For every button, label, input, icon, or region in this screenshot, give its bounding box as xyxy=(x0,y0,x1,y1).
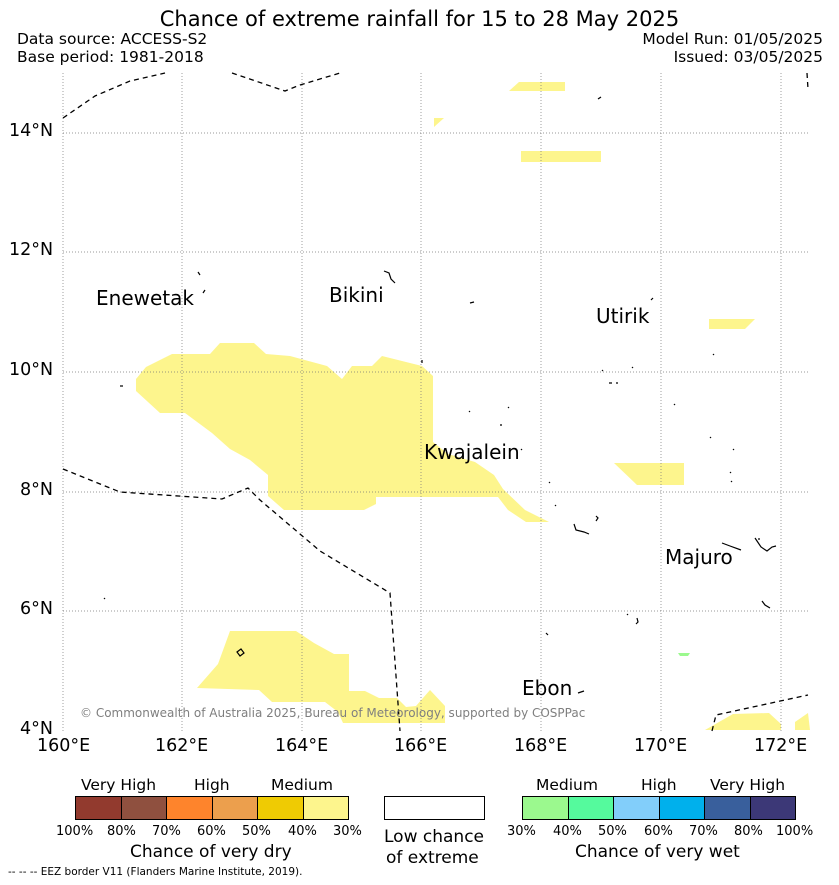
wet-level-high: High xyxy=(641,776,677,794)
wet-level-very-high: Very High xyxy=(710,776,786,794)
dry-tick: 70% xyxy=(152,824,181,839)
lat-label-14n: 14°N xyxy=(9,121,54,141)
wet-tick: 30% xyxy=(507,824,536,839)
dry-colorbar xyxy=(75,796,349,820)
dry-tick: 50% xyxy=(242,824,271,839)
wet-swatch-30-40 xyxy=(523,797,569,819)
dry-region-southeast xyxy=(705,713,781,730)
place-ebon: Ebon xyxy=(522,676,573,700)
wet-swatch-50-60 xyxy=(614,797,660,819)
place-enewetak: Enewetak xyxy=(96,286,194,310)
place-kwajalein: Kwajalein xyxy=(424,440,520,464)
wet-legend-title: Chance of very wet xyxy=(575,842,740,862)
dry-region-se-edge xyxy=(795,713,810,730)
medium-dry-regions xyxy=(136,82,810,730)
wet-tick: 60% xyxy=(644,824,673,839)
lon-label-166e: 166°E xyxy=(394,736,448,756)
wet-swatch-60-70 xyxy=(659,797,705,819)
wet-tick: 50% xyxy=(598,824,627,839)
dry-swatch-50-40 xyxy=(258,797,304,819)
dry-region-north-2 xyxy=(521,151,601,162)
dry-swatch-60-50 xyxy=(212,797,258,819)
dry-tick: 80% xyxy=(107,824,136,839)
map-title: Chance of extreme rainfall for 15 to 28 … xyxy=(159,7,680,31)
dry-swatch-100-80 xyxy=(76,797,122,819)
dry-swatch-70-60 xyxy=(167,797,213,819)
dry-level-medium: Medium xyxy=(271,776,333,794)
place-majuro: Majuro xyxy=(665,545,733,569)
dry-tick: 40% xyxy=(288,824,317,839)
dry-legend-title: Chance of very dry xyxy=(130,842,292,862)
islands xyxy=(103,96,777,694)
lon-label-164e: 164°E xyxy=(275,736,329,756)
wet-tick: 40% xyxy=(553,824,582,839)
medium-wet-spot xyxy=(678,653,690,656)
wet-colorbar xyxy=(522,796,796,820)
dry-tick: 100% xyxy=(56,824,94,839)
dry-region-utirik xyxy=(709,319,755,329)
base-period: Base period: 1981-2018 xyxy=(17,48,204,66)
data-source: Data source: ACCESS-S2 xyxy=(17,30,208,48)
model-run: Model Run: 01/05/2025 xyxy=(642,30,823,48)
dry-level-very-high: Very High xyxy=(81,776,157,794)
dry-swatch-80-70 xyxy=(121,797,167,819)
lat-label-8n: 8°N xyxy=(20,480,53,500)
dry-swatch-40-30 xyxy=(303,797,348,819)
lon-label-168e: 168°E xyxy=(514,736,568,756)
low-chance-label-line2: of extreme xyxy=(386,848,479,868)
eez-borders xyxy=(62,72,809,732)
dry-region-central xyxy=(136,343,549,522)
wet-level-medium: Medium xyxy=(536,776,598,794)
lat-label-12n: 12°N xyxy=(9,240,54,260)
lat-label-4n: 4°N xyxy=(20,719,53,739)
lon-label-170e: 170°E xyxy=(634,736,688,756)
dry-region-north-3 xyxy=(434,118,444,127)
dry-tick: 30% xyxy=(333,824,362,839)
wet-swatch-40-50 xyxy=(568,797,614,819)
dry-region-north-1 xyxy=(509,82,565,91)
dry-level-high: High xyxy=(194,776,230,794)
dry-region-east xyxy=(614,463,684,485)
copyright-note: © Commonwealth of Australia 2025, Bureau… xyxy=(80,706,586,720)
lon-label-172e: 172°E xyxy=(754,736,808,756)
wet-tick: 70% xyxy=(689,824,718,839)
lat-label-6n: 6°N xyxy=(20,599,53,619)
wet-swatch-70-80 xyxy=(705,797,751,819)
lat-label-10n: 10°N xyxy=(9,360,54,380)
dry-region-south xyxy=(197,631,445,723)
low-chance-label-line1: Low chance xyxy=(384,827,484,847)
lon-label-160e: 160°E xyxy=(37,736,91,756)
low-chance-swatch xyxy=(384,796,485,820)
eez-border-note: -- -- -- EEZ border V11 (Flanders Marine… xyxy=(8,866,303,878)
wet-swatch-80-100 xyxy=(750,797,795,819)
place-utirik: Utirik xyxy=(596,304,650,328)
issued-date: Issued: 03/05/2025 xyxy=(673,48,823,66)
wet-tick: 80% xyxy=(734,824,763,839)
lon-label-162e: 162°E xyxy=(155,736,209,756)
dry-tick: 60% xyxy=(197,824,226,839)
place-bikini: Bikini xyxy=(329,283,384,307)
wet-tick: 100% xyxy=(776,824,814,839)
